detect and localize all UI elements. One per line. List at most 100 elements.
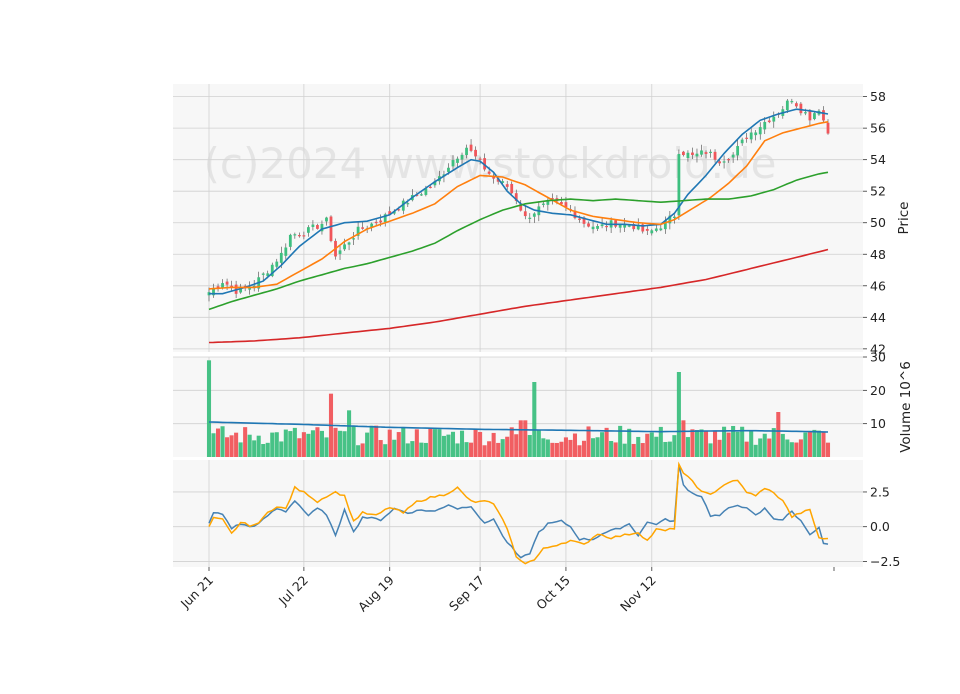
date-tick-label: Jun 21 bbox=[177, 573, 216, 612]
candle-body bbox=[460, 154, 464, 160]
candle-body bbox=[808, 110, 812, 121]
volume-bar bbox=[825, 442, 831, 457]
volume-bar bbox=[649, 432, 654, 457]
volume-bar bbox=[319, 430, 324, 457]
moving-average-long bbox=[208, 248, 829, 344]
volume-bar bbox=[767, 438, 772, 457]
candle-body bbox=[279, 252, 283, 263]
candle-body bbox=[297, 235, 301, 237]
price-tick-label: 50 bbox=[870, 215, 886, 230]
volume-bar bbox=[600, 432, 605, 457]
candle-body bbox=[352, 238, 355, 240]
volume-bar bbox=[572, 433, 578, 457]
volume-bar bbox=[658, 426, 663, 457]
candle-body bbox=[397, 209, 401, 211]
candle-body bbox=[749, 132, 753, 140]
candle-body bbox=[560, 202, 563, 205]
watermark: (c)2024 www.stockdroid.de bbox=[204, 139, 777, 188]
volume-bar bbox=[713, 430, 718, 457]
candle-body bbox=[600, 224, 604, 227]
volume-bar bbox=[690, 429, 695, 457]
volume-bar bbox=[252, 440, 257, 457]
volume-bar bbox=[776, 412, 781, 457]
volume-bar bbox=[708, 443, 713, 457]
volume-bar bbox=[681, 420, 686, 457]
volume-bar bbox=[414, 429, 419, 457]
volume-bar bbox=[627, 428, 632, 457]
candle-body bbox=[614, 220, 618, 227]
volume-bar bbox=[618, 425, 623, 457]
candle-body bbox=[406, 203, 410, 205]
volume-bar bbox=[591, 438, 596, 457]
volume-bar bbox=[324, 437, 329, 457]
candle-body bbox=[758, 127, 762, 135]
candle-body bbox=[564, 202, 568, 208]
volume-bar bbox=[749, 430, 754, 457]
volume-bar bbox=[780, 433, 785, 457]
candle-body bbox=[654, 228, 658, 231]
volume-bar bbox=[365, 432, 370, 457]
candle-body bbox=[212, 287, 215, 296]
moving-average-fast bbox=[209, 108, 829, 295]
volume-bar bbox=[518, 420, 523, 457]
volume-bar bbox=[622, 443, 627, 457]
candle-body bbox=[573, 210, 577, 219]
candle-body bbox=[650, 230, 654, 234]
volume-bar bbox=[469, 442, 474, 457]
candle-body bbox=[221, 283, 224, 289]
volume-bar bbox=[821, 431, 826, 457]
candle-body bbox=[338, 250, 342, 254]
candle-body bbox=[713, 151, 717, 160]
candle-body bbox=[456, 158, 459, 163]
volume-bar bbox=[405, 443, 410, 457]
candle-body bbox=[266, 273, 270, 277]
oscillator-tick-label: −2.5 bbox=[870, 554, 900, 569]
volume-bar bbox=[731, 425, 736, 457]
price-panel-bg bbox=[173, 84, 863, 352]
candle-body bbox=[632, 224, 636, 230]
volume-bar bbox=[758, 438, 763, 457]
volume-bar bbox=[256, 435, 261, 457]
volume-bar bbox=[274, 432, 279, 457]
volume-bar bbox=[514, 434, 519, 457]
volume-bar bbox=[410, 441, 415, 457]
price-tick-label: 48 bbox=[870, 247, 886, 262]
volume-bar bbox=[527, 435, 532, 457]
volume-bar bbox=[744, 441, 749, 457]
volume-bar bbox=[785, 439, 790, 457]
candle-body bbox=[510, 183, 514, 194]
candle-body bbox=[383, 214, 387, 223]
volume-bar bbox=[798, 439, 803, 457]
candle-body bbox=[532, 213, 536, 217]
candle-body bbox=[248, 287, 252, 290]
volume-axis-label: Volume 10^6 bbox=[898, 361, 914, 453]
volume-bar bbox=[505, 436, 510, 457]
candle-body bbox=[478, 158, 482, 160]
candle-body bbox=[302, 235, 306, 237]
candle-body bbox=[483, 158, 487, 170]
volume-bar bbox=[753, 444, 758, 457]
candle-body bbox=[392, 211, 396, 214]
candle-body bbox=[374, 221, 378, 224]
volume-bar bbox=[261, 444, 266, 457]
volume-bar bbox=[301, 432, 306, 457]
volume-bar bbox=[229, 435, 234, 457]
volume-bar bbox=[536, 430, 541, 457]
volume-bar bbox=[586, 426, 591, 457]
volume-bar bbox=[211, 433, 216, 457]
volume-bar bbox=[437, 429, 442, 457]
candle-body bbox=[216, 286, 220, 288]
candle-body bbox=[695, 153, 699, 157]
indicator-lines bbox=[208, 108, 829, 565]
volume-bar bbox=[288, 431, 293, 457]
candle-body bbox=[433, 181, 437, 186]
volume-bar bbox=[663, 441, 668, 457]
panel-backgrounds bbox=[173, 84, 863, 567]
volume-bar bbox=[333, 427, 338, 457]
candle-body bbox=[505, 184, 509, 187]
candle-body bbox=[591, 226, 595, 230]
price-axis-label: Price bbox=[896, 202, 912, 235]
candle-body bbox=[799, 103, 803, 114]
price-tick-label: 44 bbox=[870, 310, 886, 325]
candle-body bbox=[496, 178, 500, 182]
